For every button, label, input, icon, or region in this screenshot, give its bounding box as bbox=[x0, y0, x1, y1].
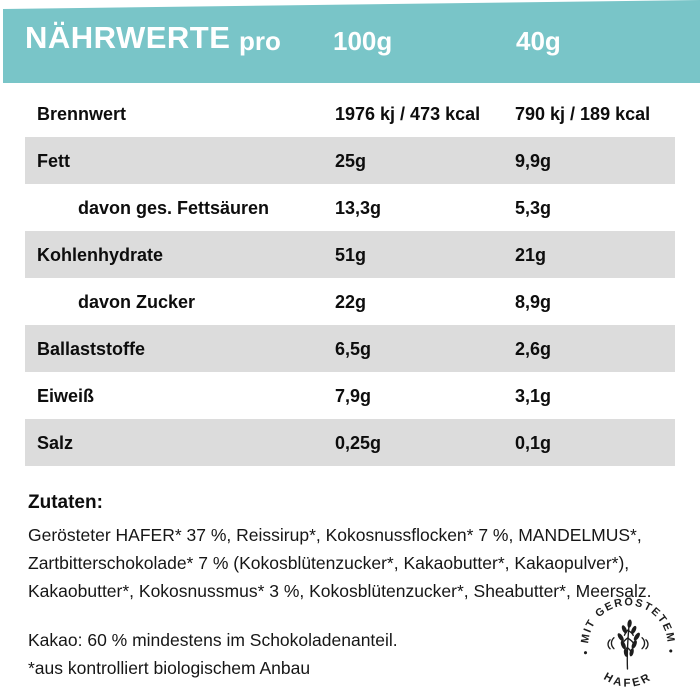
table-row-salz: Salz 0,25g 0,1g bbox=[25, 419, 675, 466]
table-row-ballaststoffe: Ballaststoffe 6,5g 2,6g bbox=[25, 325, 675, 372]
row-label: davon ges. Fettsäuren bbox=[78, 197, 270, 218]
row-value-100g: 1976 kj / 473 kcal bbox=[335, 103, 481, 124]
nutrition-table: Brennwert 1976 kj / 473 kcal 790 kj / 18… bbox=[25, 90, 675, 466]
column-header-40g: 40g bbox=[516, 26, 561, 56]
oat-grains bbox=[617, 619, 640, 657]
row-label: Ballaststoffe bbox=[37, 338, 146, 359]
row-label: Salz bbox=[37, 432, 74, 453]
table-row-gesaettigte-fettsaeuren: davon ges. Fettsäuren 13,3g 5,3g bbox=[25, 184, 675, 231]
row-value-40g: 0,1g bbox=[515, 432, 552, 453]
table-row-eiweiss: Eiweiß 7,9g 3,1g bbox=[25, 372, 675, 419]
row-label: davon Zucker bbox=[78, 291, 196, 312]
row-label: Brennwert bbox=[37, 103, 127, 124]
ingredients-line: Gerösteter HAFER* 37 %, Reissirup*, Koko… bbox=[28, 525, 642, 545]
roasted-oats-stamp: • MIT GERÖSTETEM • HAFER bbox=[578, 595, 678, 695]
row-value-40g: 2,6g bbox=[515, 338, 552, 359]
table-row-fett: Fett 25g 9,9g bbox=[25, 137, 675, 184]
steam-line-right-inner bbox=[641, 637, 646, 650]
row-label: Eiweiß bbox=[37, 385, 95, 406]
row-value-100g: 25g bbox=[335, 150, 367, 171]
nutrition-title: NÄHRWERTE bbox=[25, 20, 231, 55]
table-row-kohlenhydrate: Kohlenhydrate 51g 21g bbox=[25, 231, 675, 278]
stamp-arc-bottom-text: HAFER bbox=[602, 671, 655, 690]
organic-note: *aus kontrolliert biologischem Anbau bbox=[28, 658, 311, 678]
ingredients-heading: Zutaten: bbox=[28, 492, 103, 513]
row-value-40g: 5,3g bbox=[515, 197, 552, 218]
row-value-40g: 8,9g bbox=[515, 291, 552, 312]
row-value-100g: 51g bbox=[335, 244, 367, 265]
row-value-100g: 22g bbox=[335, 291, 367, 312]
steam-line-left-inner bbox=[610, 637, 615, 650]
table-header-bar: NÄHRWERTE pro 100g 40g bbox=[3, 0, 700, 83]
per-label: pro bbox=[239, 26, 281, 56]
row-value-40g: 9,9g bbox=[515, 150, 552, 171]
row-value-100g: 6,5g bbox=[335, 338, 372, 359]
row-value-40g: 790 kj / 189 kcal bbox=[515, 103, 651, 124]
steam-line-right-outer bbox=[645, 639, 649, 650]
table-row-brennwert: Brennwert 1976 kj / 473 kcal 790 kj / 18… bbox=[25, 90, 675, 137]
ingredients-line: Kakaobutter*, Kokosnussmus* 3 %, Kokosbl… bbox=[28, 581, 652, 601]
row-label: Kohlenhydrate bbox=[37, 244, 164, 265]
ingredients-section: Zutaten: Gerösteter HAFER* 37 %, Reissir… bbox=[28, 492, 676, 605]
cocoa-note: Kakao: 60 % mindestens im Schokoladenant… bbox=[28, 630, 398, 650]
footnotes: Kakao: 60 % mindestens im Schokoladenant… bbox=[28, 626, 398, 682]
row-value-40g: 3,1g bbox=[515, 385, 552, 406]
row-value-40g: 21g bbox=[515, 244, 547, 265]
oat-plant-illustration bbox=[607, 624, 649, 670]
steam-line-left-outer bbox=[607, 639, 611, 650]
row-value-100g: 7,9g bbox=[335, 385, 372, 406]
table-row-zucker: davon Zucker 22g 8,9g bbox=[25, 278, 675, 325]
row-value-100g: 0,25g bbox=[335, 432, 382, 453]
row-value-100g: 13,3g bbox=[335, 197, 382, 218]
column-header-100g: 100g bbox=[333, 26, 393, 56]
ingredients-line: Zartbitterschokolade* 7 % (Kokosblütenzu… bbox=[28, 553, 630, 573]
row-label: Fett bbox=[37, 150, 70, 171]
